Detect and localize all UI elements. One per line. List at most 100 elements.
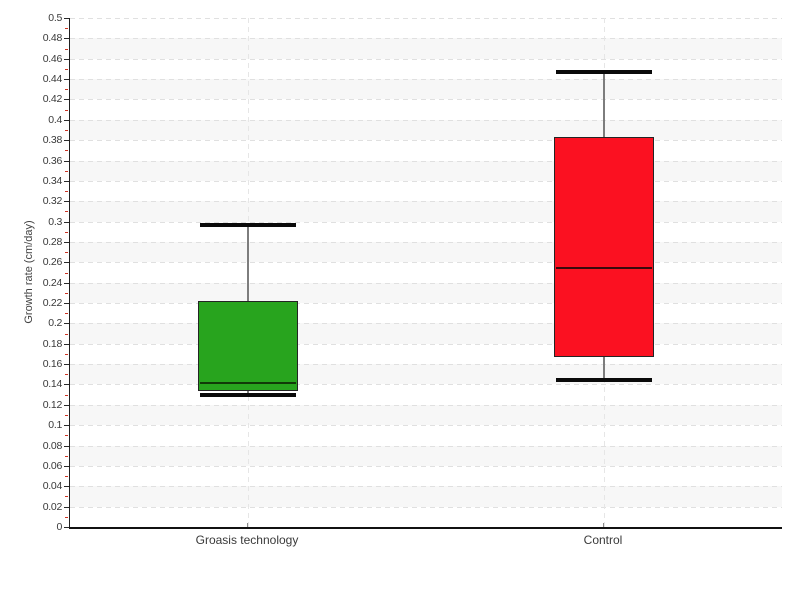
x-axis-tick (247, 523, 248, 527)
y-axis-major-tick (64, 384, 69, 386)
y-axis-tick-label: 0.44 (42, 73, 63, 86)
y-axis-tick-label: 0 (56, 521, 62, 533)
grid-band (70, 38, 782, 59)
y-axis-major-tick (64, 241, 69, 243)
h-gridline (70, 303, 782, 305)
y-axis-minor-tick (65, 252, 68, 254)
y-axis-tick-label: 0.38 (42, 134, 63, 147)
y-axis-major-tick (64, 323, 69, 325)
y-axis-minor-tick (65, 150, 68, 152)
y-axis-tick-label: 0.26 (42, 256, 63, 269)
grid-band (70, 201, 782, 222)
y-axis-tick-label: 0.28 (42, 235, 63, 248)
grid-band (70, 364, 782, 385)
whisker-low-cap (556, 378, 652, 383)
y-axis-major-tick (64, 506, 69, 508)
h-gridline (70, 99, 782, 101)
h-gridline (70, 119, 782, 121)
y-axis-minor-tick (65, 435, 68, 437)
y-axis-tick-label: 0.02 (42, 500, 63, 513)
y-axis-major-tick (64, 262, 69, 264)
whisker-high-cap (200, 222, 296, 227)
y-axis-tick-label: 0.42 (42, 93, 63, 106)
plot-area (69, 18, 782, 529)
y-axis-minor-tick (65, 129, 68, 131)
y-axis-minor-tick (65, 292, 68, 294)
y-axis-major-tick (64, 445, 69, 447)
y-axis-minor-tick (65, 89, 68, 91)
y-axis-minor-tick (65, 516, 68, 518)
y-axis-tick-label: 0.24 (42, 276, 63, 289)
y-axis-minor-tick (65, 211, 68, 213)
y-axis-tick-label: 0.48 (42, 32, 63, 45)
y-axis-minor-tick (65, 109, 68, 111)
y-axis-tick-label: 0.22 (42, 297, 63, 310)
h-gridline (70, 180, 782, 182)
y-axis-major-tick (64, 303, 69, 305)
box-groasis (198, 301, 298, 391)
y-axis-major-tick (64, 180, 69, 182)
y-axis-tick-label: 0.1 (48, 419, 62, 432)
x-axis-category-label: Control (583, 533, 623, 547)
y-axis-tick-label: 0.3 (48, 215, 62, 228)
y-axis-minor-tick (65, 68, 68, 70)
y-axis-major-tick (64, 282, 69, 284)
y-axis-minor-tick (65, 272, 68, 274)
y-axis-minor-tick (65, 313, 68, 315)
h-gridline (70, 241, 782, 243)
y-axis-tick-label: 0.06 (42, 459, 63, 472)
y-axis-major-tick (64, 201, 69, 203)
grid-band (70, 160, 782, 181)
whisker-high-cap (556, 69, 652, 74)
whisker-lower-stem (247, 390, 249, 395)
y-axis-major-tick (64, 119, 69, 121)
y-axis-tick-label: 0.32 (42, 195, 63, 208)
y-axis-major-tick (64, 364, 69, 366)
y-axis-major-tick (64, 343, 69, 345)
x-axis-category-label: Groasis technology (195, 533, 299, 547)
y-axis-minor-tick (65, 170, 68, 172)
y-axis-tick-label: 0.12 (42, 398, 63, 411)
y-axis-minor-tick (65, 496, 68, 498)
h-gridline (70, 343, 782, 345)
y-axis-minor-tick (65, 455, 68, 457)
h-gridline (70, 140, 782, 142)
y-axis-minor-tick (65, 28, 68, 30)
y-axis-minor-tick (65, 48, 68, 50)
grid-band (70, 323, 782, 344)
h-gridline (70, 282, 782, 284)
whisker-upper-stem (247, 224, 249, 301)
y-axis-minor-tick (65, 374, 68, 376)
y-axis-major-tick (64, 79, 69, 81)
whisker-lower-stem (603, 356, 605, 381)
h-gridline (70, 323, 782, 325)
h-gridline (70, 201, 782, 203)
h-gridline (70, 160, 782, 162)
whisker-low-cap (200, 392, 296, 397)
y-axis-major-tick (64, 425, 69, 427)
h-gridline (70, 58, 782, 60)
y-axis-major-tick (64, 465, 69, 467)
y-axis-tick-label: 0.2 (48, 317, 62, 330)
grid-band (70, 282, 782, 304)
y-axis-major-tick (64, 38, 69, 40)
y-axis-tick-label: 0.04 (42, 480, 63, 493)
y-axis-major-tick (64, 221, 69, 223)
grid-band (70, 241, 782, 263)
h-gridline (70, 364, 782, 366)
y-axis-minor-tick (65, 231, 68, 233)
y-axis-tick-label: 0.46 (42, 52, 63, 65)
h-gridline (70, 486, 782, 488)
y-axis-major-tick (64, 404, 69, 406)
h-gridline (70, 18, 782, 19)
y-axis-tick-label: 0.4 (48, 113, 62, 126)
box-control (554, 137, 654, 357)
y-axis-major-tick (64, 527, 69, 528)
y-axis-minor-tick (65, 476, 68, 478)
y-axis-tick-label: 0.08 (42, 439, 63, 452)
h-gridline (70, 79, 782, 81)
h-gridline (70, 445, 782, 447)
y-axis-minor-tick (65, 353, 68, 355)
y-axis-tick-label: 0.18 (42, 337, 63, 350)
